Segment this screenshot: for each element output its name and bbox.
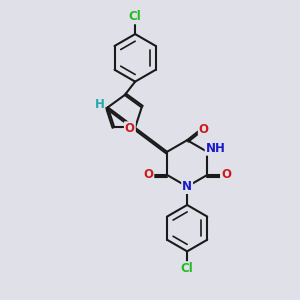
Text: H: H — [94, 98, 104, 111]
Text: Cl: Cl — [129, 10, 142, 23]
Text: NH: NH — [206, 142, 226, 155]
Text: O: O — [199, 123, 209, 136]
Text: O: O — [125, 122, 135, 135]
Text: Cl: Cl — [181, 262, 194, 275]
Text: N: N — [182, 180, 192, 193]
Text: O: O — [143, 169, 153, 182]
Text: O: O — [221, 169, 231, 182]
